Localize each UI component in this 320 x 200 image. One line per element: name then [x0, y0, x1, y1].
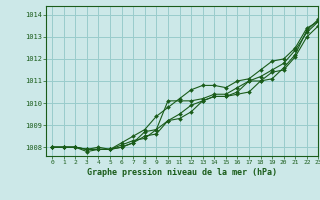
X-axis label: Graphe pression niveau de la mer (hPa): Graphe pression niveau de la mer (hPa) [87, 168, 277, 177]
